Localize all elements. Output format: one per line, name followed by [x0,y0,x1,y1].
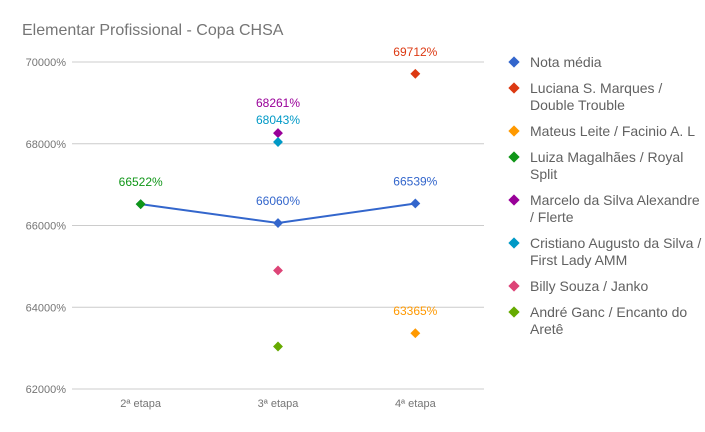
legend-diamond-icon [508,125,520,137]
data-label: 68043% [256,113,300,127]
data-point [410,68,421,79]
legend-diamond-icon [508,56,520,68]
data-label: 66522% [119,175,163,189]
y-tick-label: 64000% [26,302,67,314]
legend-item[interactable]: Luiza Magalhães / Royal Split [508,149,703,183]
data-label: 63365% [393,304,437,318]
y-tick-label: 68000% [26,139,67,151]
x-tick-label: 3ª etapa [258,398,300,410]
legend-label: Mateus Leite / Facinio A. L [530,123,695,139]
data-point [410,328,421,339]
data-point [273,341,283,352]
legend-diamond-icon [508,237,520,249]
legend-diamond-icon [508,151,520,163]
legend-item[interactable]: Nota média [508,54,703,71]
legend-item[interactable]: Marcelo da Silva Alexandre / Flerte [508,192,703,226]
data-label: 66060% [256,194,300,208]
data-point [410,198,421,209]
x-tick-label: 2ª etapa [120,398,162,410]
legend-item[interactable]: Luciana S. Marques / Double Trouble [508,80,703,114]
data-point [273,265,283,276]
legend-label: Luciana S. Marques / Double Trouble [530,80,663,113]
legend: Nota média Luciana S. Marques / Double Tr… [508,54,703,347]
data-label: 68261% [256,96,300,110]
legend-diamond-icon [508,82,520,94]
data-label: 69712% [393,45,437,59]
legend-diamond-icon [508,306,520,318]
legend-label: Nota média [530,54,602,70]
legend-label: Billy Souza / Janko [530,278,649,294]
legend-label: Marcelo da Silva Alexandre / Flerte [530,192,700,225]
legend-label: Cristiano Augusto da Silva / First Lady … [530,235,702,268]
legend-item[interactable]: Billy Souza / Janko [508,278,703,295]
legend-diamond-icon [508,280,520,292]
data-point [273,137,283,147]
x-tick-label: 4ª etapa [395,398,437,410]
chart-title: Elementar Profissional - Copa CHSA [22,22,284,39]
legend-label: André Ganc / Encanto do Aretê [530,304,688,337]
data-point [273,128,283,139]
legend-item[interactable]: Mateus Leite / Facinio A. L [508,123,703,140]
legend-label: Luiza Magalhães / Royal Split [530,149,684,182]
y-tick-label: 70000% [26,57,67,69]
legend-diamond-icon [508,194,520,206]
legend-item[interactable]: Cristiano Augusto da Silva / First Lady … [508,235,703,269]
data-label: 66539% [393,174,437,188]
data-point [135,199,146,210]
y-tick-label: 66000% [26,221,67,233]
y-tick-label: 62000% [26,384,67,396]
data-point [273,218,283,228]
legend-item[interactable]: André Ganc / Encanto do Aretê [508,304,703,338]
